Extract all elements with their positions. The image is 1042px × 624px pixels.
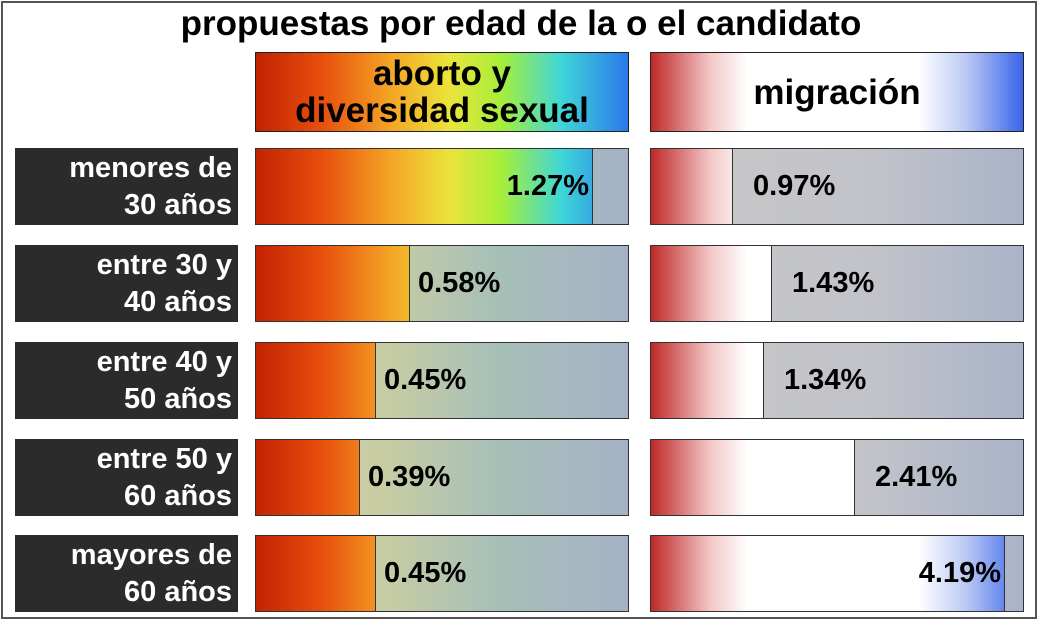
series-header-aborto-label: aborto y diversidad sexual xyxy=(295,54,589,130)
value-label-aborto-1: 1.27% xyxy=(506,170,589,202)
row-label-2: entre 30 y 40 años xyxy=(15,245,238,322)
value-label-aborto-4: 0.39% xyxy=(368,461,451,493)
bar-aborto-5 xyxy=(256,536,376,611)
bar-migracion-5 xyxy=(651,536,1005,611)
bar-track-migracion-3: 1.34% xyxy=(650,342,1024,419)
row-label-4: entre 50 y 60 años xyxy=(15,439,238,516)
series-header-migracion-label: migración xyxy=(753,72,921,112)
bar-migracion-4 xyxy=(651,440,855,515)
bar-track-migracion-5: 4.19% xyxy=(650,535,1024,612)
bar-track-aborto-3: 0.45% xyxy=(255,342,629,419)
bar-migracion-1 xyxy=(651,149,733,224)
row-label-5: mayores de 60 años xyxy=(15,535,238,612)
bar-aborto-1 xyxy=(256,149,593,224)
value-label-migracion-5: 4.19% xyxy=(918,557,1001,589)
bar-migracion-3 xyxy=(651,343,764,418)
bar-track-aborto-5: 0.45% xyxy=(255,535,629,612)
bar-track-aborto-1: 1.27% xyxy=(255,148,629,225)
bar-aborto-2 xyxy=(256,246,410,321)
value-label-migracion-4: 2.41% xyxy=(875,461,958,493)
bar-track-migracion-4: 2.41% xyxy=(650,439,1024,516)
value-label-aborto-2: 0.58% xyxy=(418,267,501,299)
bar-track-migracion-1: 0.97% xyxy=(650,148,1024,225)
row-label-1: menores de 30 años xyxy=(15,148,238,225)
bar-track-aborto-4: 0.39% xyxy=(255,439,629,516)
value-label-migracion-3: 1.34% xyxy=(784,364,867,396)
bar-aborto-4 xyxy=(256,440,360,515)
bar-migracion-2 xyxy=(651,246,772,321)
value-label-aborto-3: 0.45% xyxy=(384,364,467,396)
value-label-migracion-2: 1.43% xyxy=(792,267,875,299)
row-label-3: entre 40 y 50 años xyxy=(15,342,238,419)
series-header-migracion: migración xyxy=(650,52,1024,132)
bar-aborto-3 xyxy=(256,343,376,418)
value-label-aborto-5: 0.45% xyxy=(384,557,467,589)
bar-track-migracion-2: 1.43% xyxy=(650,245,1024,322)
chart-title: propuestas por edad de la o el candidato xyxy=(180,4,862,43)
series-header-aborto: aborto y diversidad sexual xyxy=(255,52,629,132)
value-label-migracion-1: 0.97% xyxy=(753,170,836,202)
bar-track-aborto-2: 0.58% xyxy=(255,245,629,322)
